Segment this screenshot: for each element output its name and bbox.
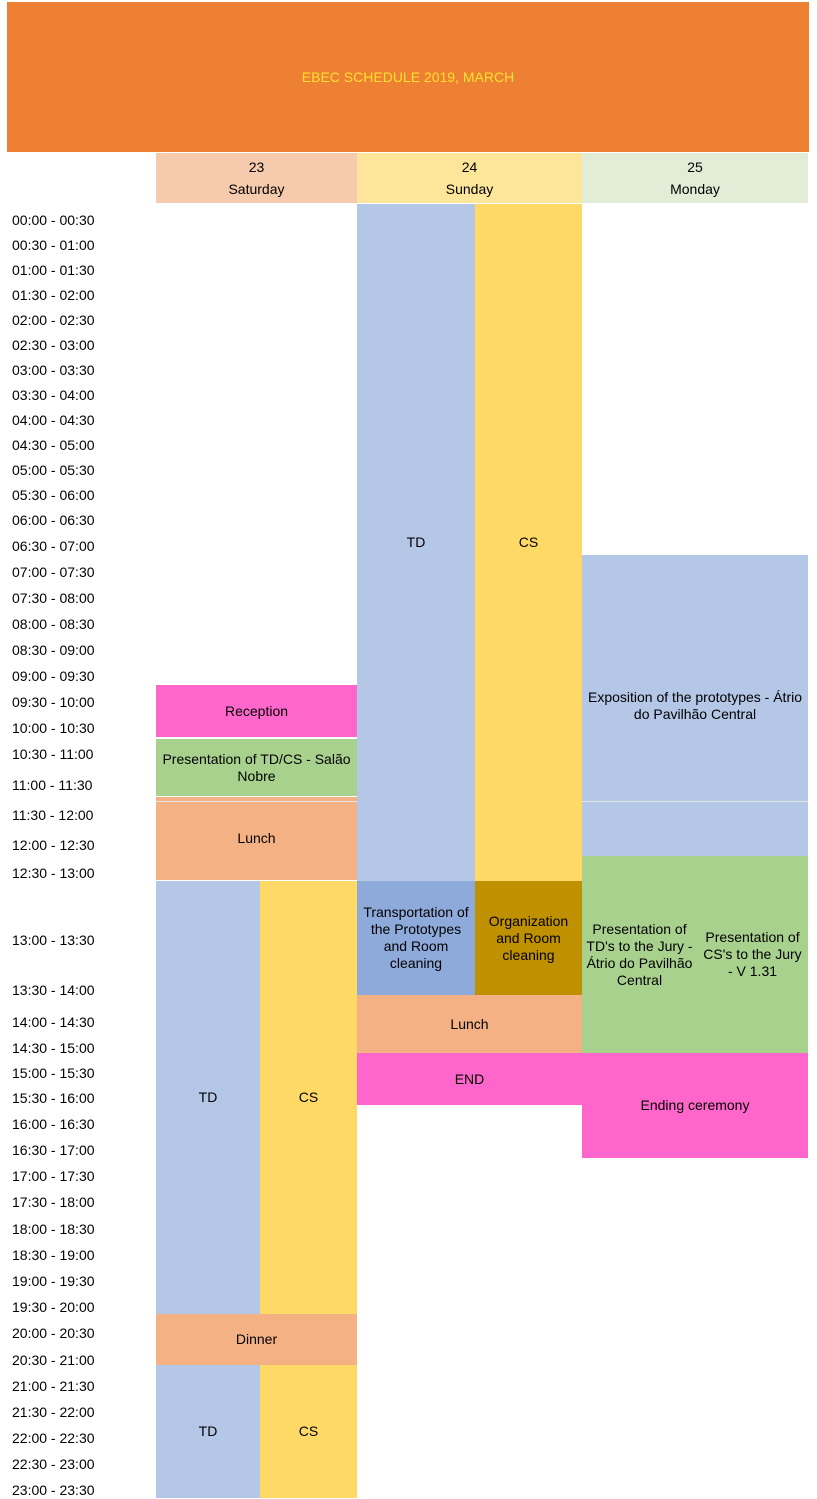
time-slot-label: 11:30 - 12:00 — [12, 807, 94, 823]
time-slot-label: 20:00 - 20:30 — [12, 1325, 95, 1341]
day-date: 25 — [687, 159, 703, 175]
time-slot-label: 18:30 - 19:00 — [12, 1247, 95, 1263]
time-slot-label: 07:30 - 08:00 — [12, 590, 95, 606]
event-ending-ceremony: Ending ceremony — [582, 1053, 808, 1158]
separator-line — [582, 801, 808, 802]
day-name: Sunday — [445, 181, 494, 197]
event-presentation-td-jury: Presentation of TD's to the Jury - Átrio… — [582, 856, 697, 1053]
event-organization: Organization and Room cleaning — [475, 881, 582, 995]
time-slot-label: 00:00 - 00:30 — [12, 212, 95, 228]
event-exposition: Exposition of the prototypes - Átrio do … — [582, 555, 808, 856]
time-slot-label: 03:30 - 04:00 — [12, 387, 95, 403]
time-slot-label: 01:30 - 02:00 — [12, 287, 95, 303]
time-slot-label: 23:00 - 23:30 — [12, 1482, 95, 1498]
time-slot-label: 15:00 - 15:30 — [12, 1065, 95, 1081]
time-slot-label: 09:30 - 10:00 — [12, 694, 95, 710]
day-date: 24 — [461, 159, 478, 175]
time-slot-label: 02:00 - 02:30 — [12, 312, 95, 328]
time-slot-label: 07:00 - 07:30 — [12, 564, 95, 580]
day-header-sunday: 24 Sunday — [357, 153, 582, 203]
event-presentation-td-cs: Presentation of TD/CS - Salão Nobre — [156, 739, 357, 796]
day-name: Saturday — [228, 181, 285, 197]
time-slot-label: 10:00 - 10:30 — [12, 720, 95, 736]
event-dinner: Dinner — [156, 1314, 357, 1365]
time-slot-label: 16:30 - 17:00 — [12, 1142, 95, 1158]
time-slot-label: 03:00 - 03:30 — [12, 362, 95, 378]
time-slot-label: 02:30 - 03:00 — [12, 337, 95, 353]
time-slot-label: 14:00 - 14:30 — [12, 1014, 95, 1030]
event-td-saturday-night: TD — [156, 1365, 260, 1498]
time-slot-label: 19:00 - 19:30 — [12, 1273, 95, 1289]
day-header-saturday: 23 Saturday — [156, 153, 357, 203]
time-slot-label: 15:30 - 16:00 — [12, 1090, 95, 1106]
time-slot-label: 05:00 - 05:30 — [12, 462, 95, 478]
time-slot-label: 16:00 - 16:30 — [12, 1116, 95, 1132]
time-slot-label: 13:00 - 13:30 — [12, 932, 95, 948]
event-presentation-cs-jury: Presentation of CS's to the Jury - V 1.3… — [697, 856, 808, 1053]
time-slot-label: 17:00 - 17:30 — [12, 1168, 95, 1184]
event-reception: Reception — [156, 685, 357, 737]
time-slot-label: 08:00 - 08:30 — [12, 616, 95, 632]
time-slot-label: 12:00 - 12:30 — [12, 837, 95, 853]
time-slot-label: 11:00 - 11:30 — [12, 777, 93, 793]
event-cs-saturday-night: CS — [260, 1365, 357, 1498]
day-header-monday: 25 Monday — [582, 153, 808, 203]
time-slot-label: 04:30 - 05:00 — [12, 437, 95, 453]
time-slot-label: 20:30 - 21:00 — [12, 1352, 95, 1368]
day-name: Monday — [670, 181, 720, 197]
event-td-saturday: TD — [156, 881, 260, 1314]
event-end: END — [357, 1053, 582, 1105]
time-slot-label: 13:30 - 14:00 — [12, 982, 95, 998]
time-slot-label: 12:30 - 13:00 — [12, 865, 95, 881]
time-slot-label: 18:00 - 18:30 — [12, 1221, 95, 1237]
time-slot-label: 06:30 - 07:00 — [12, 538, 95, 554]
time-slot-label: 14:30 - 15:00 — [12, 1040, 95, 1056]
time-slot-label: 21:00 - 21:30 — [12, 1378, 95, 1394]
time-slot-label: 08:30 - 09:00 — [12, 642, 95, 658]
separator-line — [156, 801, 357, 802]
event-lunch-sunday: Lunch — [357, 995, 582, 1053]
time-slot-label: 06:00 - 06:30 — [12, 512, 95, 528]
event-cs-saturday: CS — [260, 881, 357, 1314]
event-cs-sunday: CS — [475, 204, 582, 881]
time-slot-label: 17:30 - 18:00 — [12, 1194, 95, 1210]
time-slot-label: 05:30 - 06:00 — [12, 487, 95, 503]
time-slot-label: 19:30 - 20:00 — [12, 1299, 95, 1315]
time-slot-label: 01:00 - 01:30 — [12, 262, 95, 278]
time-slot-label: 04:00 - 04:30 — [12, 412, 95, 428]
time-slot-label: 00:30 - 01:00 — [12, 237, 95, 253]
time-slot-label: 22:00 - 22:30 — [12, 1430, 95, 1446]
event-lunch-saturday: Lunch — [156, 797, 357, 880]
time-slot-label: 10:30 - 11:00 — [12, 746, 94, 762]
time-slot-label: 22:30 - 23:00 — [12, 1456, 95, 1472]
event-transportation: Transportation of the Prototypes and Roo… — [357, 881, 475, 995]
time-slot-label: 21:30 - 22:00 — [12, 1404, 95, 1420]
time-slot-label: 09:00 - 09:30 — [12, 668, 95, 684]
event-td-sunday: TD — [357, 204, 475, 881]
title-banner: EBEC SCHEDULE 2019, MARCH — [7, 2, 809, 152]
schedule-title: EBEC SCHEDULE 2019, MARCH — [301, 69, 515, 85]
day-date: 23 — [248, 159, 265, 175]
